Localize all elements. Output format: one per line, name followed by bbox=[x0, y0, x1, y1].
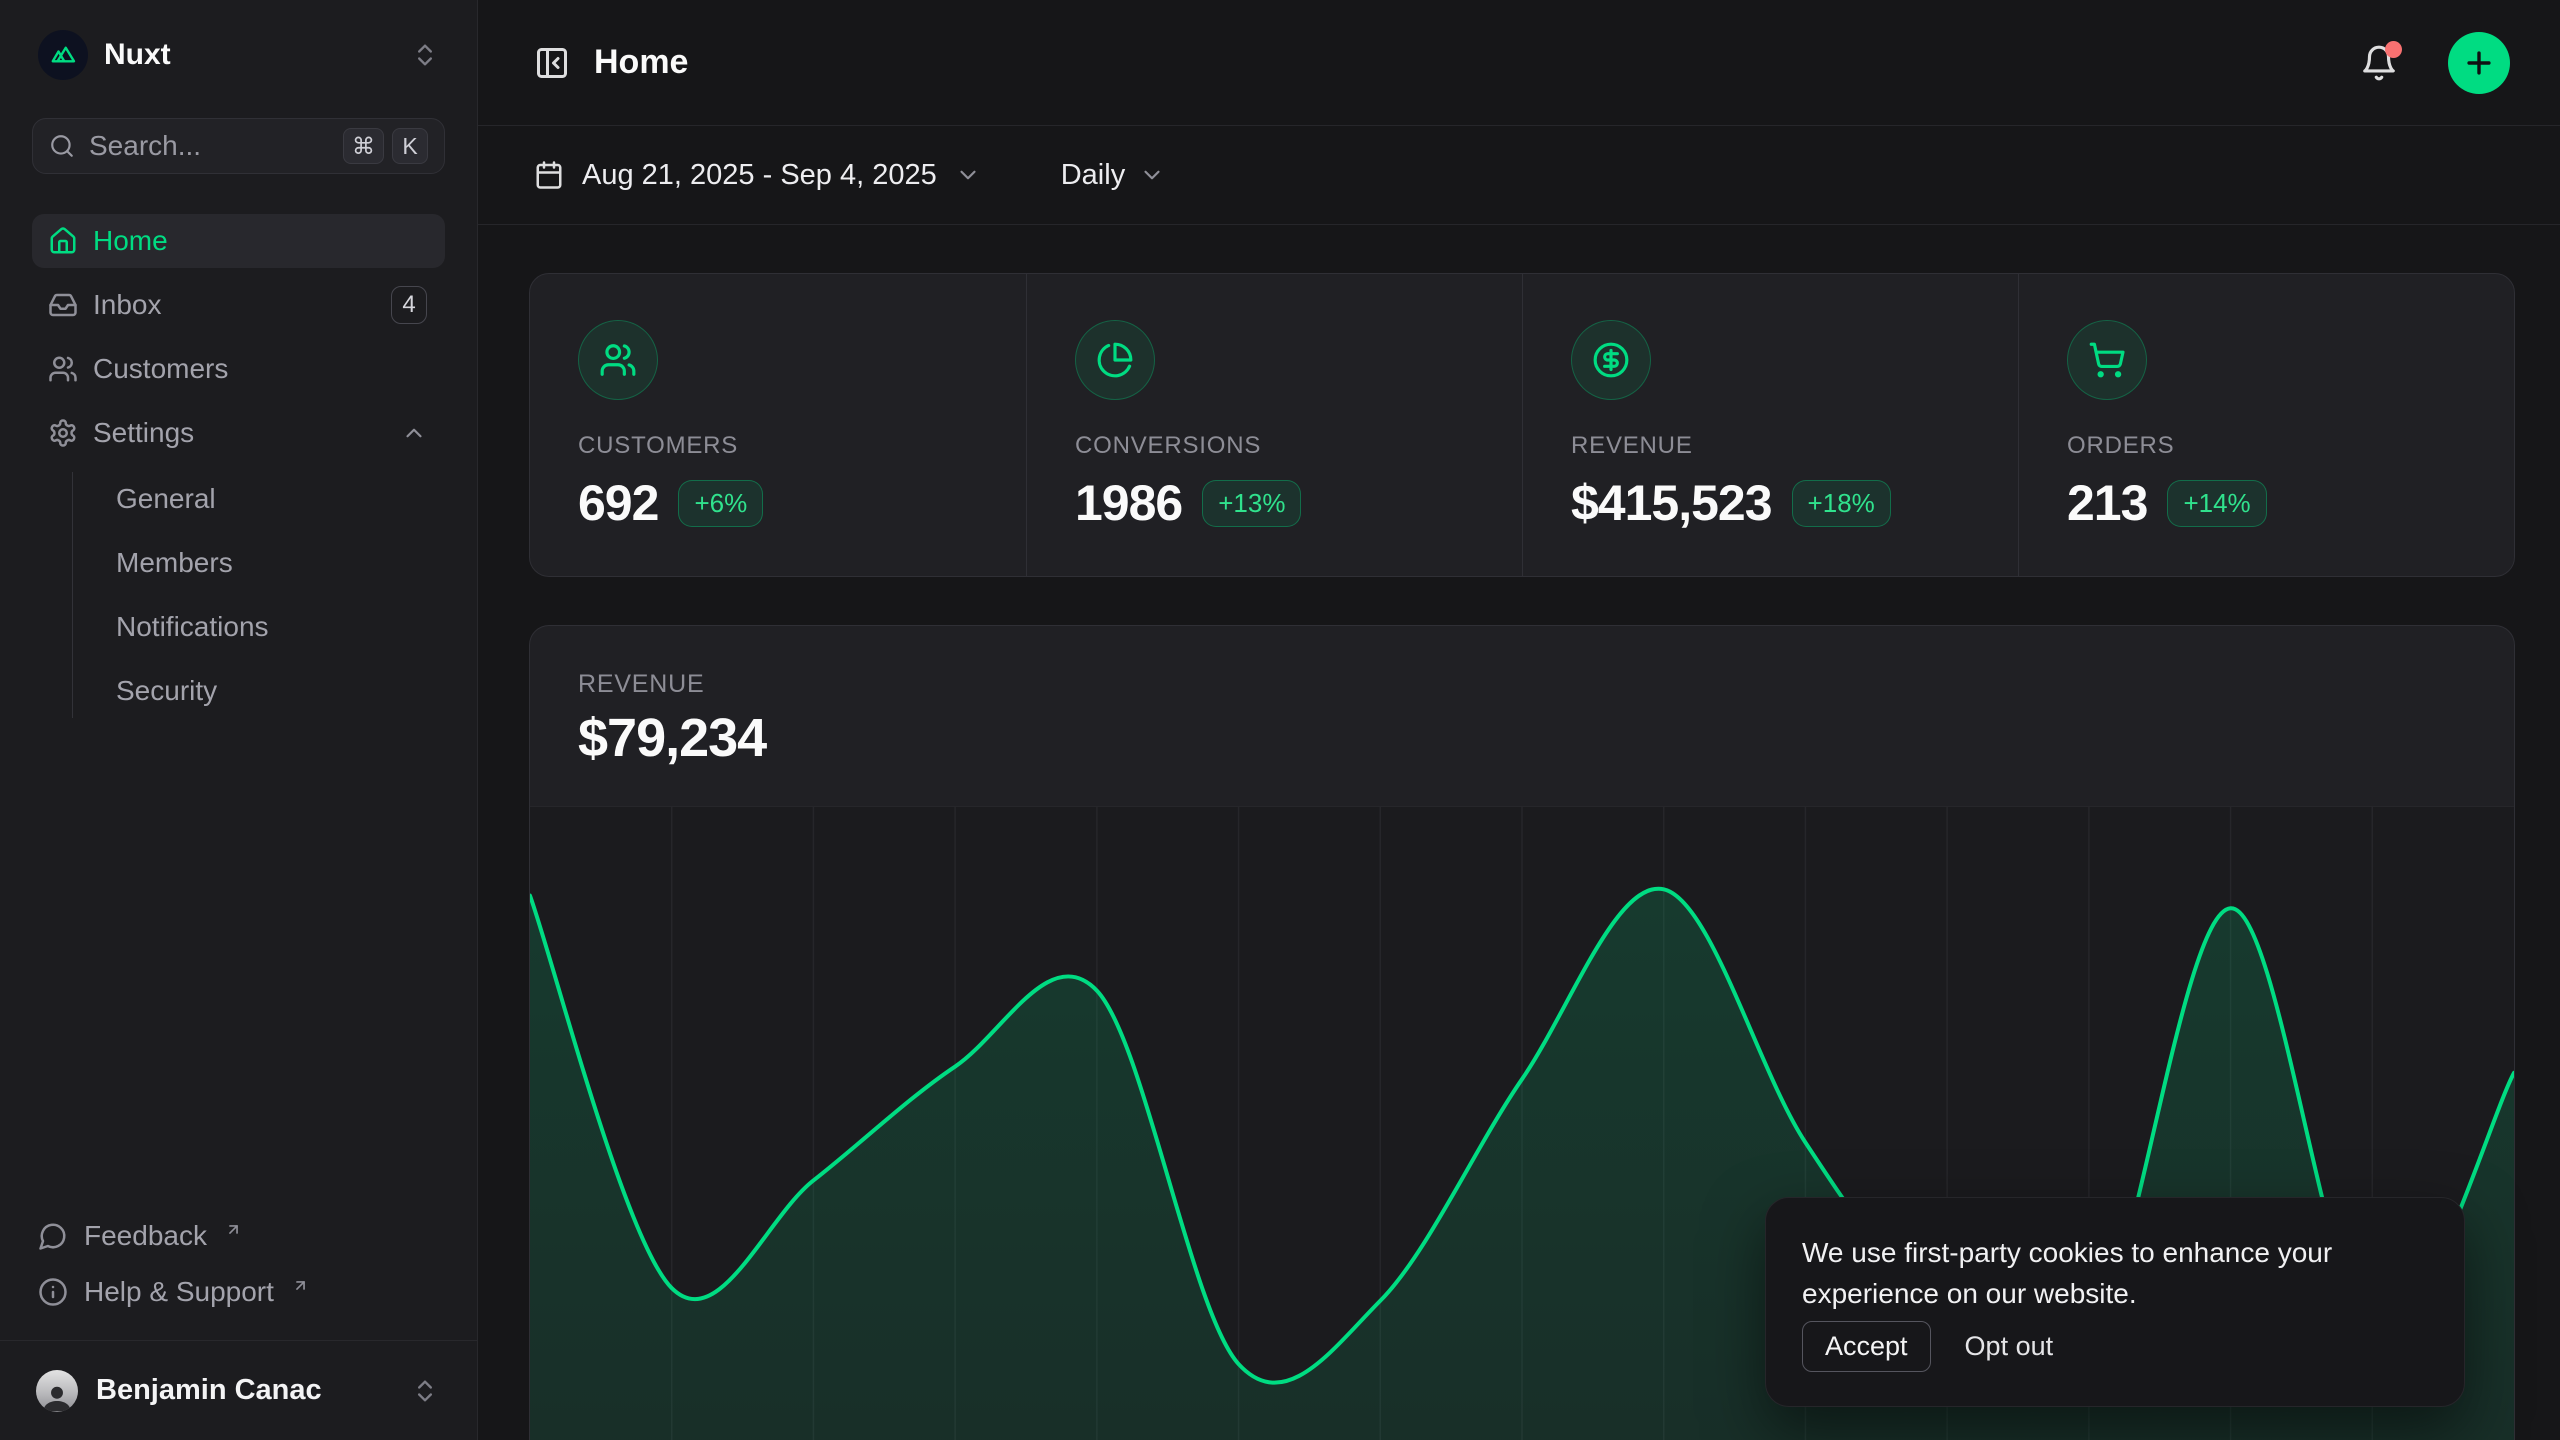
sidebar-item-security[interactable]: Security bbox=[116, 675, 218, 706]
sidebar-item-notifications[interactable]: Notifications bbox=[116, 611, 269, 642]
external-link-icon bbox=[225, 1221, 242, 1238]
sidebar-link-help-support[interactable]: Help & Support bbox=[32, 1264, 445, 1320]
stat-label: REVENUE bbox=[1571, 432, 1693, 459]
sidebar-nav: Home Inbox 4 Customers bbox=[32, 214, 445, 718]
revenue-chart-plot[interactable] bbox=[530, 806, 2514, 1440]
stat-value: 692 bbox=[578, 475, 659, 531]
stat-label: CUSTOMERS bbox=[578, 432, 739, 459]
team-switcher[interactable]: Nuxt bbox=[32, 24, 445, 86]
user-menu[interactable]: Benjamin Canac bbox=[0, 1340, 477, 1440]
sidebar-item-customers[interactable]: Customers bbox=[32, 342, 445, 396]
brand-name: Nuxt bbox=[104, 38, 171, 71]
search-input[interactable]: Search... ⌘ K bbox=[32, 118, 445, 174]
user-name: Benjamin Canac bbox=[96, 1374, 322, 1406]
chevrons-up-down-icon bbox=[411, 1377, 439, 1405]
sidebar-item-settings[interactable]: Settings bbox=[32, 406, 445, 460]
avatar bbox=[36, 1369, 78, 1412]
users-icon bbox=[48, 354, 78, 384]
inbox-icon bbox=[48, 290, 78, 320]
sidebar: Nuxt Search... ⌘ K bbox=[0, 0, 478, 1440]
help-support-label: Help & Support bbox=[84, 1276, 274, 1307]
gear-icon bbox=[48, 418, 78, 448]
stat-value: 1986 bbox=[1075, 475, 1183, 531]
stat-card-customers: CUSTOMERS 692 +6% bbox=[530, 274, 1026, 576]
sidebar-scroll: Nuxt Search... ⌘ K bbox=[0, 0, 477, 1340]
chevron-down-icon bbox=[955, 162, 981, 188]
filters-toolbar: Aug 21, 2025 - Sep 4, 2025 Daily bbox=[478, 126, 2560, 225]
shopping-cart-icon bbox=[2067, 320, 2147, 400]
stat-delta-badge: +18% bbox=[1791, 479, 1891, 527]
kbd-k: K bbox=[392, 128, 428, 164]
feedback-label: Feedback bbox=[84, 1220, 207, 1251]
chart-line bbox=[530, 886, 2514, 1385]
page-header: Home bbox=[478, 0, 2560, 126]
granularity-select[interactable]: Daily bbox=[1061, 159, 1165, 192]
sidebar-item-label: Customers bbox=[93, 353, 229, 384]
revenue-chart-header: REVENUE $79,234 bbox=[530, 626, 2514, 769]
sidebar-item-inbox[interactable]: Inbox 4 bbox=[32, 278, 445, 332]
revenue-line-chart bbox=[530, 807, 2514, 1440]
granularity-value: Daily bbox=[1060, 158, 1126, 191]
collapse-sidebar-button[interactable] bbox=[534, 45, 570, 81]
stat-card-conversions: CONVERSIONS 1986 +13% bbox=[1026, 274, 1522, 576]
bell-icon bbox=[2360, 44, 2398, 82]
stat-label: CONVERSIONS bbox=[1075, 432, 1262, 459]
stat-value: $415,523 bbox=[1571, 475, 1773, 531]
stat-delta-badge: +13% bbox=[1202, 479, 1302, 527]
calendar-icon bbox=[534, 160, 564, 190]
stat-card-orders: ORDERS 213 +14% bbox=[2018, 274, 2514, 576]
cookie-actions: Accept Opt out bbox=[1802, 1321, 2428, 1372]
notification-dot bbox=[2385, 40, 2402, 58]
settings-sub-list: General Members Notifications Security bbox=[72, 472, 445, 718]
sidebar-item-label: Inbox bbox=[93, 289, 162, 320]
opt-out-button[interactable]: Opt out bbox=[1964, 1331, 2054, 1361]
accept-button[interactable]: Accept bbox=[1802, 1321, 1931, 1372]
cookie-message: We use first-party cookies to enhance yo… bbox=[1802, 1237, 2333, 1309]
message-circle-icon bbox=[38, 1221, 68, 1251]
stat-value: 213 bbox=[2067, 475, 2148, 531]
stat-card-revenue: REVENUE $415,523 +18% bbox=[1522, 274, 2018, 576]
sidebar-item-label: Settings bbox=[93, 417, 195, 448]
stat-delta-badge: +6% bbox=[678, 479, 764, 527]
users-icon bbox=[578, 320, 658, 400]
pie-chart-icon bbox=[1075, 320, 1155, 400]
chevron-down-icon bbox=[1139, 162, 1165, 188]
search-placeholder: Search... bbox=[89, 130, 202, 161]
stat-delta-badge: +14% bbox=[2167, 479, 2267, 527]
chart-area-fill bbox=[530, 888, 2514, 1440]
search-icon bbox=[49, 133, 75, 159]
chevron-up-icon bbox=[401, 420, 427, 446]
sidebar-link-feedback[interactable]: Feedback bbox=[32, 1208, 445, 1264]
inbox-count-badge: 4 bbox=[391, 286, 427, 324]
chevrons-up-down-icon bbox=[411, 41, 439, 69]
sidebar-item-home[interactable]: Home bbox=[32, 214, 445, 268]
info-circle-icon bbox=[38, 1277, 68, 1307]
search-kbd-hints: ⌘ K bbox=[343, 128, 428, 164]
revenue-chart-value: $79,234 bbox=[578, 708, 767, 768]
nuxt-logo-icon bbox=[38, 30, 88, 80]
notifications-button[interactable] bbox=[2360, 40, 2402, 82]
cookie-banner: We use first-party cookies to enhance yo… bbox=[1765, 1197, 2465, 1407]
date-range-value: Aug 21, 2025 - Sep 4, 2025 bbox=[582, 158, 937, 191]
home-icon bbox=[48, 226, 78, 256]
sidebar-item-members[interactable]: Members bbox=[116, 547, 233, 578]
stats-card-group: CUSTOMERS 692 +6% CONVERSIONS 1986 +13% bbox=[529, 273, 2515, 577]
sidebar-item-general[interactable]: General bbox=[116, 483, 216, 514]
stat-label: ORDERS bbox=[2067, 432, 2175, 459]
plus-icon bbox=[2462, 46, 2496, 80]
panel-left-close-icon bbox=[534, 45, 570, 81]
date-range-picker[interactable]: Aug 21, 2025 - Sep 4, 2025 bbox=[534, 159, 981, 192]
sidebar-item-label: Home bbox=[93, 225, 168, 256]
circle-dollar-icon bbox=[1571, 320, 1651, 400]
revenue-chart-label: REVENUE bbox=[578, 670, 705, 698]
sidebar-spacer bbox=[32, 718, 445, 1208]
add-button[interactable] bbox=[2448, 31, 2510, 94]
external-link-icon bbox=[292, 1277, 309, 1294]
kbd-cmd: ⌘ bbox=[343, 128, 384, 164]
page-title: Home bbox=[594, 43, 689, 81]
